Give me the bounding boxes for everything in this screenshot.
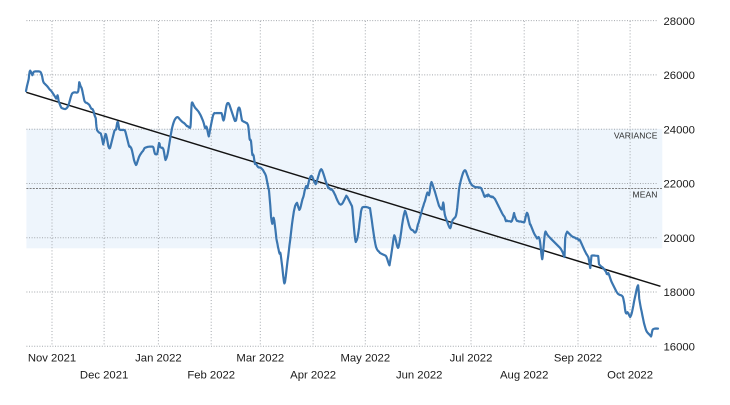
svg-text:VARIANCE: VARIANCE (614, 131, 658, 141)
svg-text:Sep 2022: Sep 2022 (554, 353, 602, 365)
svg-text:Feb 2022: Feb 2022 (187, 370, 235, 382)
svg-text:May 2022: May 2022 (340, 353, 390, 365)
svg-text:16000: 16000 (664, 342, 695, 354)
svg-text:Jan 2022: Jan 2022 (135, 353, 181, 365)
svg-text:Aug 2022: Aug 2022 (500, 370, 548, 382)
svg-text:Oct 2022: Oct 2022 (607, 370, 653, 382)
svg-text:Nov 2021: Nov 2021 (28, 353, 76, 365)
svg-text:22000: 22000 (664, 179, 695, 191)
svg-text:20000: 20000 (664, 233, 695, 245)
svg-text:26000: 26000 (664, 70, 695, 82)
svg-text:MEAN: MEAN (633, 190, 658, 200)
svg-text:18000: 18000 (664, 287, 695, 299)
svg-text:28000: 28000 (664, 16, 695, 28)
svg-text:Apr 2022: Apr 2022 (290, 370, 336, 382)
svg-text:Jun 2022: Jun 2022 (396, 370, 442, 382)
svg-text:Jul 2022: Jul 2022 (450, 353, 493, 365)
svg-text:Dec 2021: Dec 2021 (80, 370, 128, 382)
svg-text:24000: 24000 (664, 124, 695, 136)
svg-text:Mar 2022: Mar 2022 (236, 353, 284, 365)
